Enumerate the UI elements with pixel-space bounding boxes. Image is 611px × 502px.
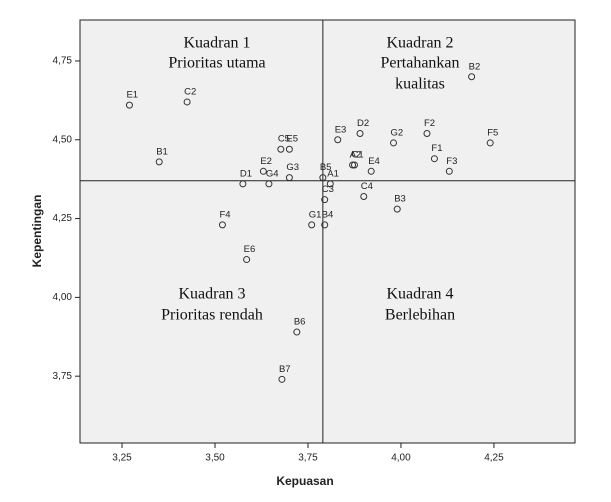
point <box>125 101 133 109</box>
point <box>367 167 375 175</box>
point-label: E3 <box>335 124 347 135</box>
point <box>334 136 342 144</box>
point-label: D1 <box>240 168 252 179</box>
point-label: B6 <box>294 317 306 328</box>
x-axis-label: Kepuasan <box>276 474 333 488</box>
quadrant-label: Berlebihan <box>385 307 455 324</box>
point <box>393 205 401 213</box>
point-label: C1 <box>351 150 363 161</box>
point <box>430 155 438 163</box>
point-label: A2 <box>350 150 362 161</box>
quadrant-label: Prioritas rendah <box>161 307 263 324</box>
x-tick-label: 3,75 <box>298 453 318 464</box>
plot-area <box>79 19 576 444</box>
point-label: A1 <box>327 168 339 179</box>
y-tick-label: 4,00 <box>53 292 73 303</box>
point-label: G1 <box>309 209 322 220</box>
point <box>285 174 293 182</box>
point <box>218 221 226 229</box>
point-label: G3 <box>286 162 299 173</box>
point-label: F4 <box>219 209 230 220</box>
point <box>468 73 476 81</box>
point-label: B4 <box>322 209 334 220</box>
quadrant-title: Kuadran 1 <box>183 35 250 52</box>
point-label: E6 <box>244 244 256 255</box>
point <box>326 180 334 188</box>
point <box>350 161 358 169</box>
y-tick-label: 4,75 <box>53 56 73 67</box>
point-label: B2 <box>469 61 481 72</box>
point-label: F2 <box>424 118 435 129</box>
point <box>183 98 191 106</box>
point <box>293 328 301 336</box>
point <box>360 193 368 201</box>
quadrant-label: Pertahankan <box>380 55 459 72</box>
point-label: C4 <box>361 181 373 192</box>
point <box>321 221 329 229</box>
point-label: C3 <box>322 184 334 195</box>
point-label: F5 <box>487 127 498 138</box>
x-tick-label: 3,50 <box>205 453 225 464</box>
point-label: F3 <box>446 156 457 167</box>
x-tick-label: 4,25 <box>484 453 504 464</box>
point <box>486 139 494 147</box>
point <box>243 256 251 264</box>
point-label: E4 <box>368 156 380 167</box>
quadrant-title: Kuadran 2 <box>386 35 453 52</box>
point <box>278 375 286 383</box>
point <box>239 180 247 188</box>
x-tick-label: 4,00 <box>391 453 411 464</box>
x-tick-label: 3,25 <box>112 453 132 464</box>
point <box>423 129 431 137</box>
point-label: G2 <box>391 127 404 138</box>
point-label: B5 <box>320 162 332 173</box>
point-label: C2 <box>184 86 196 97</box>
quadrant-label: kualitas <box>395 76 445 93</box>
point-label: B3 <box>394 194 406 205</box>
point-label: B7 <box>279 364 291 375</box>
point <box>285 145 293 153</box>
point-label: E1 <box>126 90 138 101</box>
quadrant-label: Prioritas utama <box>168 55 265 72</box>
y-tick-label: 4,50 <box>53 134 73 145</box>
y-axis-label: Kepentingan <box>30 195 44 268</box>
point <box>445 167 453 175</box>
point-label: E2 <box>260 156 272 167</box>
y-tick-label: 3,75 <box>53 371 73 382</box>
point <box>321 196 329 204</box>
point-label: C5 <box>278 134 290 145</box>
point <box>319 174 327 182</box>
point <box>349 161 357 169</box>
point <box>308 221 316 229</box>
point-label: F1 <box>431 143 442 154</box>
point <box>259 167 267 175</box>
quadrant-title: Kuadran 3 <box>178 286 245 303</box>
quadrant-title: Kuadran 4 <box>386 286 453 303</box>
point <box>390 139 398 147</box>
point-label: E5 <box>286 134 298 145</box>
point <box>277 145 285 153</box>
point <box>265 180 273 188</box>
point-label: B1 <box>156 146 168 157</box>
point-label: G4 <box>266 168 279 179</box>
y-tick-label: 4,25 <box>53 213 73 224</box>
point <box>356 129 364 137</box>
point <box>155 158 163 166</box>
point-label: D2 <box>357 118 369 129</box>
